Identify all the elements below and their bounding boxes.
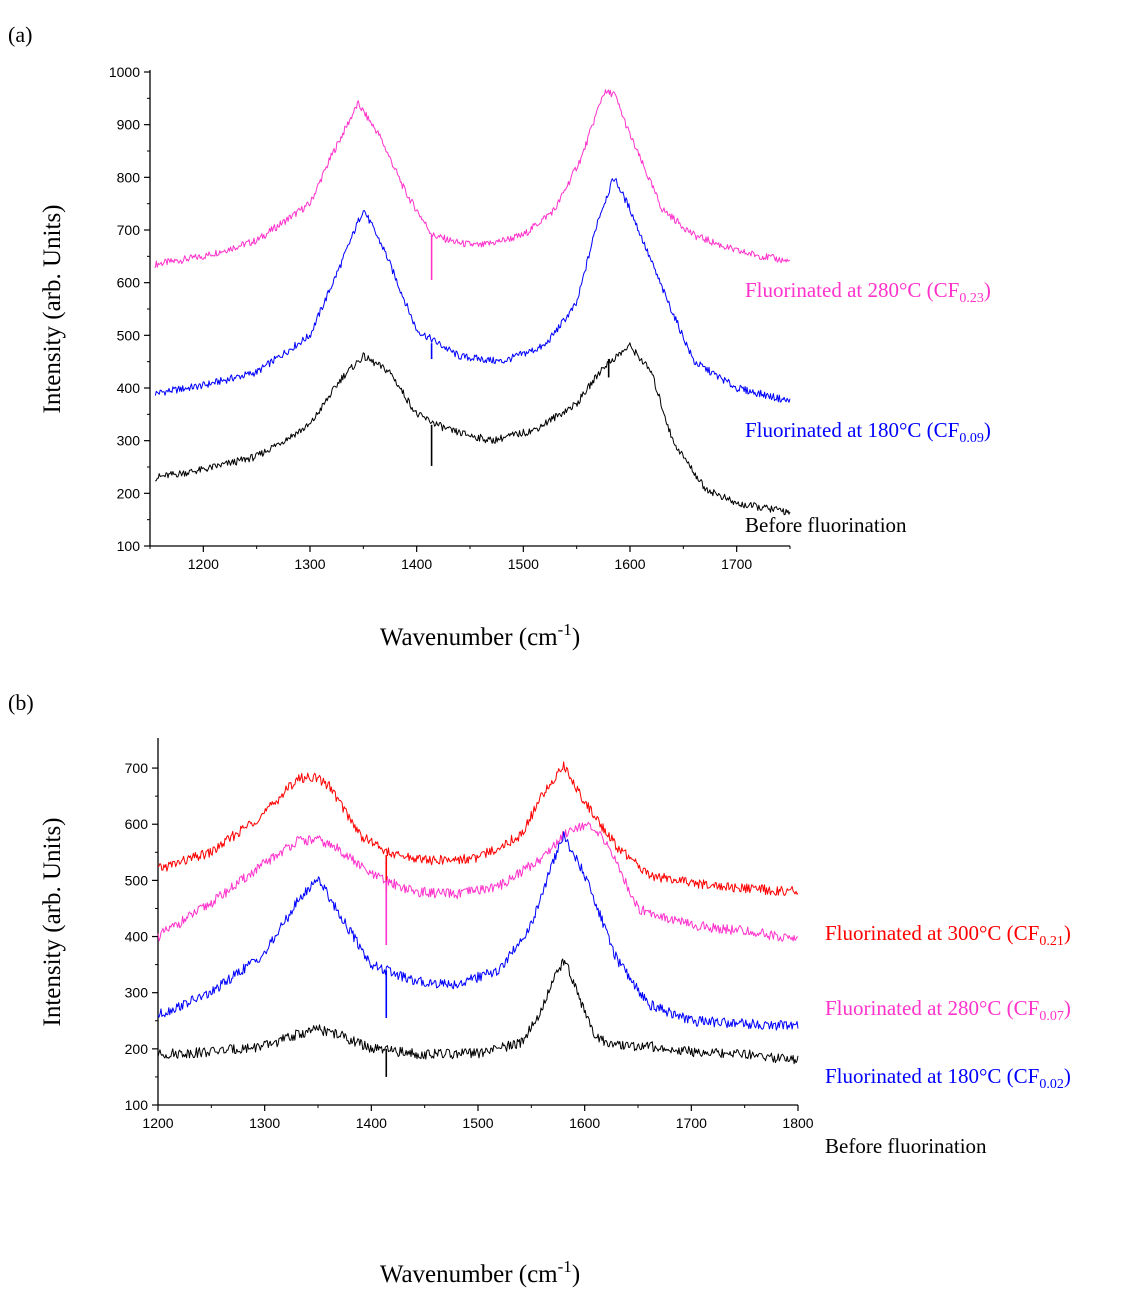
y-tick-label: 1000 (109, 64, 140, 80)
series-line (154, 89, 791, 268)
y-tick-label: 700 (125, 760, 149, 776)
series-line (157, 821, 799, 942)
y-tick-label: 900 (117, 117, 141, 133)
y-axis-title: Intensity (arb. Units) (39, 818, 66, 1027)
y-tick-label: 300 (117, 433, 141, 449)
y-tick-label: 800 (117, 169, 141, 185)
x-tick-label: 1300 (294, 556, 325, 572)
x-axis-title: Wavenumber (cm-1) (380, 620, 580, 651)
axes: 100 200 300 400 500 600 700 1200 1300 1400 1500 160… (125, 738, 814, 1131)
y-tick-label: 200 (125, 1041, 149, 1057)
y-tick-label: 500 (125, 872, 149, 888)
y-tick-label: 200 (117, 485, 141, 501)
x-tick-label: 1700 (676, 1115, 707, 1131)
x-tick-label: 1200 (142, 1115, 173, 1131)
x-axis-title: Wavenumber (cm-1) (380, 1257, 580, 1288)
series-label: Fluorinated at 180°C (CF0.02) (825, 1064, 1071, 1092)
y-tick-label: 700 (117, 222, 141, 238)
y-tick-label: 100 (125, 1097, 149, 1113)
y-tick-label: 300 (125, 985, 149, 1001)
x-tick-label: 1400 (356, 1115, 387, 1131)
series-label: Fluorinated at 300°C (CF0.21) (825, 921, 1071, 949)
series-line (155, 342, 791, 516)
x-tick-label: 1600 (569, 1115, 600, 1131)
x-tick-label: 1800 (782, 1115, 813, 1131)
panel-label: (b) (8, 690, 34, 715)
panel-a: (a) 100 200 300 400 500 600 700 800 900 1000 1200 13… (8, 22, 991, 651)
y-tick-label: 500 (117, 327, 141, 343)
x-tick-label: 1400 (401, 556, 432, 572)
x-tick-label: 1500 (508, 556, 539, 572)
x-tick-label: 1200 (188, 556, 219, 572)
panel-label: (a) (8, 22, 32, 47)
series-label: Before fluorination (745, 513, 907, 537)
series-line (154, 178, 791, 403)
series-label: Fluorinated at 180°C (CF0.09) (745, 418, 991, 446)
axes: 100 200 300 400 500 600 700 800 900 1000 1200 1300 1… (109, 64, 791, 572)
series-label: Fluorinated at 280°C (CF0.23) (745, 278, 991, 306)
y-tick-label: 600 (125, 816, 149, 832)
series-line (157, 958, 799, 1065)
y-tick-label: 400 (125, 929, 149, 945)
y-tick-label: 400 (117, 380, 141, 396)
panel-b: (b) 100 200 300 400 500 600 700 1200 1300 1400 1500… (8, 690, 1071, 1288)
y-tick-label: 600 (117, 275, 141, 291)
x-tick-label: 1300 (249, 1115, 280, 1131)
x-tick-label: 1500 (462, 1115, 493, 1131)
series-line (157, 831, 799, 1031)
series-label: Fluorinated at 280°C (CF0.07) (825, 996, 1071, 1024)
x-tick-label: 1700 (721, 556, 752, 572)
y-axis-title: Intensity (arb. Units) (39, 205, 66, 414)
y-tick-label: 100 (117, 538, 141, 554)
x-tick-label: 1600 (614, 556, 645, 572)
series-line (157, 761, 799, 896)
series-label: Before fluorination (825, 1134, 987, 1158)
